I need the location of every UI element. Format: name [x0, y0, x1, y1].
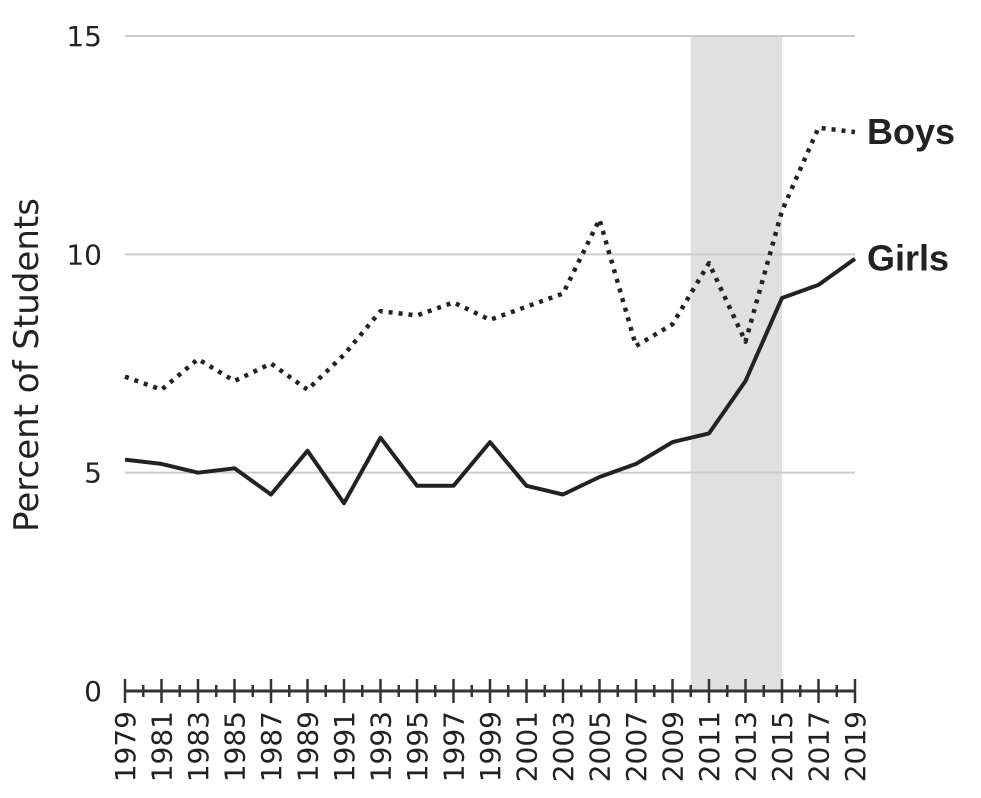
x-tick-label: 2001 [511, 711, 544, 782]
x-tick-label: 1979 [109, 711, 142, 782]
series-label-girls: Girls [867, 238, 949, 279]
x-tick-label: 1989 [292, 711, 325, 782]
series-line-girls [124, 257, 857, 506]
x-tick-label: 2003 [547, 711, 580, 782]
x-tick-label: 1999 [474, 711, 507, 782]
y-tick-label: 0 [84, 675, 102, 708]
x-tick-label: 1987 [255, 711, 288, 782]
x-tick-label: 2011 [693, 711, 726, 782]
y-tick-label: 5 [84, 457, 102, 490]
y-tick-label: 10 [66, 238, 102, 271]
x-tick-label: 1991 [328, 711, 361, 782]
y-axis-label: Percent of Students [7, 198, 47, 532]
series-line-boys [124, 125, 856, 392]
x-tick-label: 1983 [182, 711, 215, 782]
x-tick-label: 2013 [730, 711, 763, 782]
y-tick-label: 15 [66, 20, 102, 53]
x-tick-label: 1985 [219, 711, 252, 782]
x-tick-label: 1993 [365, 711, 398, 782]
x-tick-label: 2015 [766, 711, 799, 782]
x-tick-label: 1981 [146, 711, 179, 782]
shaded-region [690, 36, 782, 691]
x-tick-label: 2017 [803, 711, 836, 782]
x-tick-label: 1995 [401, 711, 434, 782]
x-tick-label: 2009 [657, 711, 690, 782]
series-label-boys: Boys [867, 111, 955, 152]
x-tick-label: 2005 [584, 711, 617, 782]
x-tick-label: 2007 [620, 711, 653, 782]
x-tick-label: 2019 [839, 711, 872, 782]
x-tick-label: 1997 [438, 711, 471, 782]
